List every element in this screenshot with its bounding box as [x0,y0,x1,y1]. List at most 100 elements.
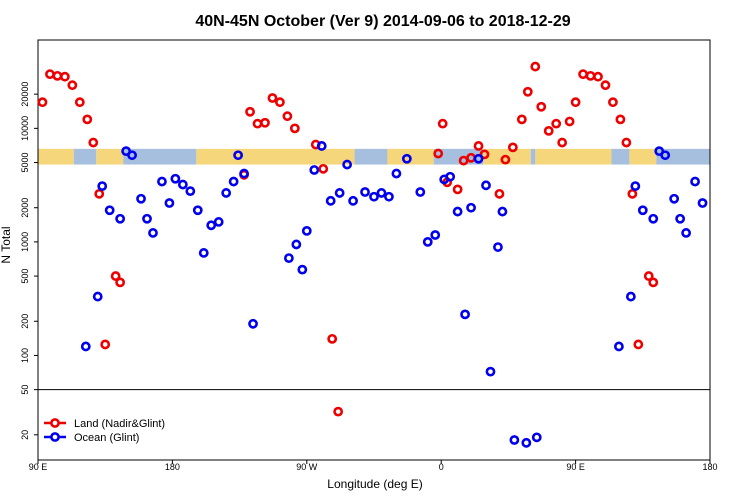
x-axis-label: Longitude (deg E) [327,477,422,491]
point-ocean-15 [192,205,203,216]
point-ocean-11 [164,198,175,208]
point-ocean-62 [660,150,671,161]
land-band-2 [196,148,355,165]
point-ocean-27 [301,225,312,236]
point-ocean-46 [460,309,470,320]
x-tick-label-0: 90 E [29,462,48,472]
legend-marker-1 [50,432,60,442]
point-land-34 [507,142,518,153]
point-land-21 [318,163,329,174]
point-land-2 [52,70,63,81]
point-ocean-37 [384,191,394,202]
ocean-band-6 [656,148,710,165]
x-tick-label-5: 180 [702,462,717,472]
point-land-8 [94,188,105,199]
point-land-33 [500,154,511,165]
point-ocean-52 [497,206,508,217]
point-ocean-59 [637,205,648,216]
point-ocean-38 [391,168,402,179]
point-land-4 [67,80,78,91]
point-land-15 [260,117,270,128]
point-land-5 [74,97,85,108]
point-land-45 [585,70,596,81]
y-tick-label-6: 2000 [20,198,30,218]
point-land-42 [564,116,575,127]
x-axis: 90 E 180 90 W 0 90 E 180 [29,460,718,472]
legend-label-1: Ocean (Glint) [74,432,139,444]
surface-band [38,148,710,165]
point-ocean-36 [376,188,387,198]
point-land-51 [627,188,638,199]
point-ocean-42 [430,230,441,240]
y-tick-label-5: 1000 [20,232,30,252]
land-band-1 [96,148,124,165]
ocean-band-4 [530,148,536,165]
point-land-40 [551,118,562,129]
point-ocean-16 [198,248,209,258]
point-ocean-67 [697,198,708,208]
point-land-52 [633,339,644,350]
point-land-23 [333,406,344,417]
point-ocean-35 [369,191,379,202]
chart-title: 40N-45N October (Ver 9) 2014-09-06 to 20… [195,13,570,30]
point-land-7 [88,137,99,148]
point-ocean-39 [401,153,412,164]
point-ocean-18 [213,217,224,227]
point-land-48 [608,97,618,108]
point-ocean-53 [509,435,520,445]
point-land-27 [452,184,463,195]
point-ocean-31 [334,188,345,198]
point-land-35 [516,114,527,125]
point-land-32 [494,188,505,199]
y-tick-label-0: 20 [20,430,30,440]
point-ocean-63 [669,193,680,204]
point-land-0 [37,97,48,108]
point-ocean-13 [177,179,188,190]
y-tick-label-3: 200 [20,314,30,329]
legend: Land (Nadir&Glint) Ocean (Glint) [44,418,165,444]
point-ocean-28 [309,165,320,175]
ocean-band-0 [73,148,97,165]
point-land-19 [289,123,300,134]
point-land-18 [282,111,293,122]
point-ocean-41 [422,237,433,247]
point-ocean-25 [291,239,302,250]
point-ocean-1 [92,291,103,302]
x-tick-label-4: 90 E [566,462,585,472]
point-land-9 [100,339,111,350]
point-ocean-51 [493,242,503,252]
legend-marker-0 [50,418,60,428]
ocean-band-1 [123,148,197,165]
point-land-37 [530,61,541,72]
x-tick-label-2: 90 W [296,462,318,472]
point-ocean-3 [104,205,115,216]
point-land-25 [437,118,448,129]
plot-border [37,39,711,461]
x-tick-label-3: 0 [439,462,444,472]
data-points [37,61,708,448]
point-ocean-19 [221,188,232,198]
point-ocean-58 [630,181,641,192]
y-axis-label: N Total [0,226,13,263]
point-land-10 [110,271,121,281]
point-ocean-23 [248,318,258,329]
y-tick-label-1: 50 [20,385,30,395]
point-ocean-24 [283,253,294,263]
point-ocean-34 [360,187,370,197]
y-tick-label-4: 500 [20,269,30,284]
point-ocean-54 [521,437,532,448]
point-ocean-8 [142,213,152,224]
y-tick-label-7: 5000 [20,153,30,173]
point-ocean-14 [185,186,196,197]
point-land-46 [593,71,603,82]
point-ocean-9 [148,228,158,238]
point-land-38 [536,101,547,112]
point-ocean-60 [648,213,659,224]
point-land-39 [543,125,554,136]
point-land-24 [433,148,444,159]
point-land-50 [621,137,632,148]
y-tick-label-8: 10000 [20,116,30,141]
ocean-band-2 [354,148,388,165]
point-land-44 [578,69,588,80]
point-land-16 [267,93,278,103]
